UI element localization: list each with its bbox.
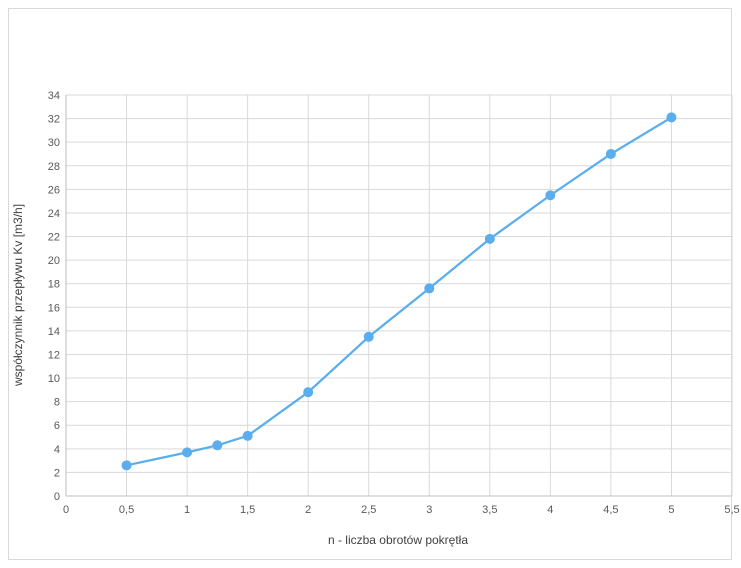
x-tick-label: 0 <box>63 504 69 516</box>
data-point <box>363 331 374 342</box>
y-tick-label: 12 <box>48 349 60 361</box>
y-tick-label: 30 <box>48 137 60 149</box>
x-tick-labels: 0 0,5 1 1,5 2 2,5 3 3,5 4 4,5 5 5,5 <box>63 504 740 516</box>
data-point <box>303 387 314 398</box>
x-tick-label: 3,5 <box>482 504 497 516</box>
y-tick-label: 24 <box>48 208 60 220</box>
x-tick-label: 4,5 <box>603 504 618 516</box>
x-tick-label: 4 <box>547 504 553 516</box>
data-point <box>424 283 435 294</box>
series-line <box>126 116 673 467</box>
y-tick-label: 18 <box>48 279 60 291</box>
y-tick-label: 20 <box>48 255 60 267</box>
data-point <box>121 460 132 471</box>
y-tick-label: 26 <box>48 184 60 196</box>
y-tick-label: 6 <box>54 420 60 432</box>
y-tick-label: 8 <box>54 397 60 409</box>
x-tick-label: 1 <box>184 504 190 516</box>
x-tick-label: 3 <box>426 504 432 516</box>
grid <box>66 94 733 496</box>
data-point <box>605 148 616 159</box>
data-point <box>242 430 253 441</box>
x-tick-label: 0,5 <box>119 504 134 516</box>
y-tick-label: 28 <box>48 161 60 173</box>
y-axis-label: współczynnik przepływu Kv [m3/h] <box>11 204 25 387</box>
data-point <box>212 440 223 451</box>
y-tick-label: 10 <box>48 373 60 385</box>
x-tick-label: 5 <box>668 504 674 516</box>
y-tick-label: 34 <box>48 90 60 102</box>
y-tick-label: 16 <box>48 302 60 314</box>
x-tick-label: 1,5 <box>240 504 255 516</box>
x-tick-label: 2 <box>305 504 311 516</box>
y-tick-label: 0 <box>54 491 60 503</box>
data-point <box>545 190 556 201</box>
y-tick-label: 2 <box>54 467 60 479</box>
x-tick-label: 5,5 <box>724 504 739 516</box>
data-point <box>182 447 193 458</box>
y-tick-label: 22 <box>48 232 60 244</box>
data-point <box>666 112 677 123</box>
x-axis-label: n - liczba obrotów pokrętła <box>328 533 468 547</box>
series-group <box>121 112 677 471</box>
axes <box>65 95 732 497</box>
x-tick-label: 2,5 <box>361 504 376 516</box>
y-tick-label: 14 <box>48 326 60 338</box>
y-tick-label: 4 <box>54 444 60 456</box>
y-tick-label: 32 <box>48 114 60 126</box>
data-point <box>484 233 495 244</box>
